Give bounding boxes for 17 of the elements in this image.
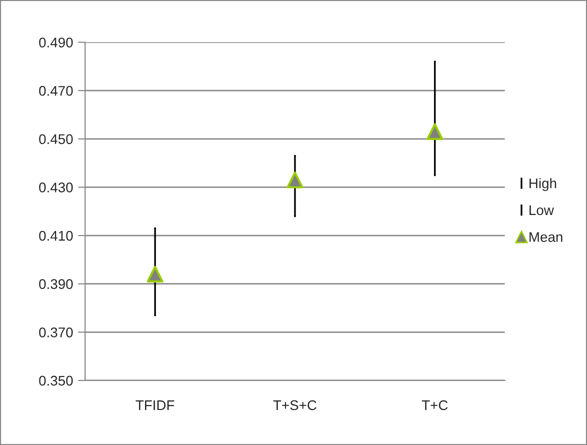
y-tick-label: 0.390 [39, 279, 73, 290]
point [286, 172, 304, 188]
x-tick-label: T+S+C [273, 400, 316, 410]
y-tick-label: 0.350 [39, 376, 73, 386]
y-tick-label: 0.490 [39, 38, 73, 48]
y-tick-label: 0.430 [39, 182, 73, 192]
x-tick-label: T+C [422, 400, 448, 410]
y-tick-label: 0.450 [39, 134, 73, 144]
y-tick-label: 0.470 [39, 86, 73, 96]
legend-label: Low [530, 205, 554, 216]
legend-label: High [530, 178, 556, 192]
y-tick-label: 0.370 [39, 327, 73, 338]
legend-label: Mean [530, 232, 562, 242]
point [146, 266, 164, 283]
point [426, 123, 444, 140]
y-tick-label: 0.410 [39, 230, 73, 241]
x-tick-label: TFIDF [136, 400, 174, 410]
